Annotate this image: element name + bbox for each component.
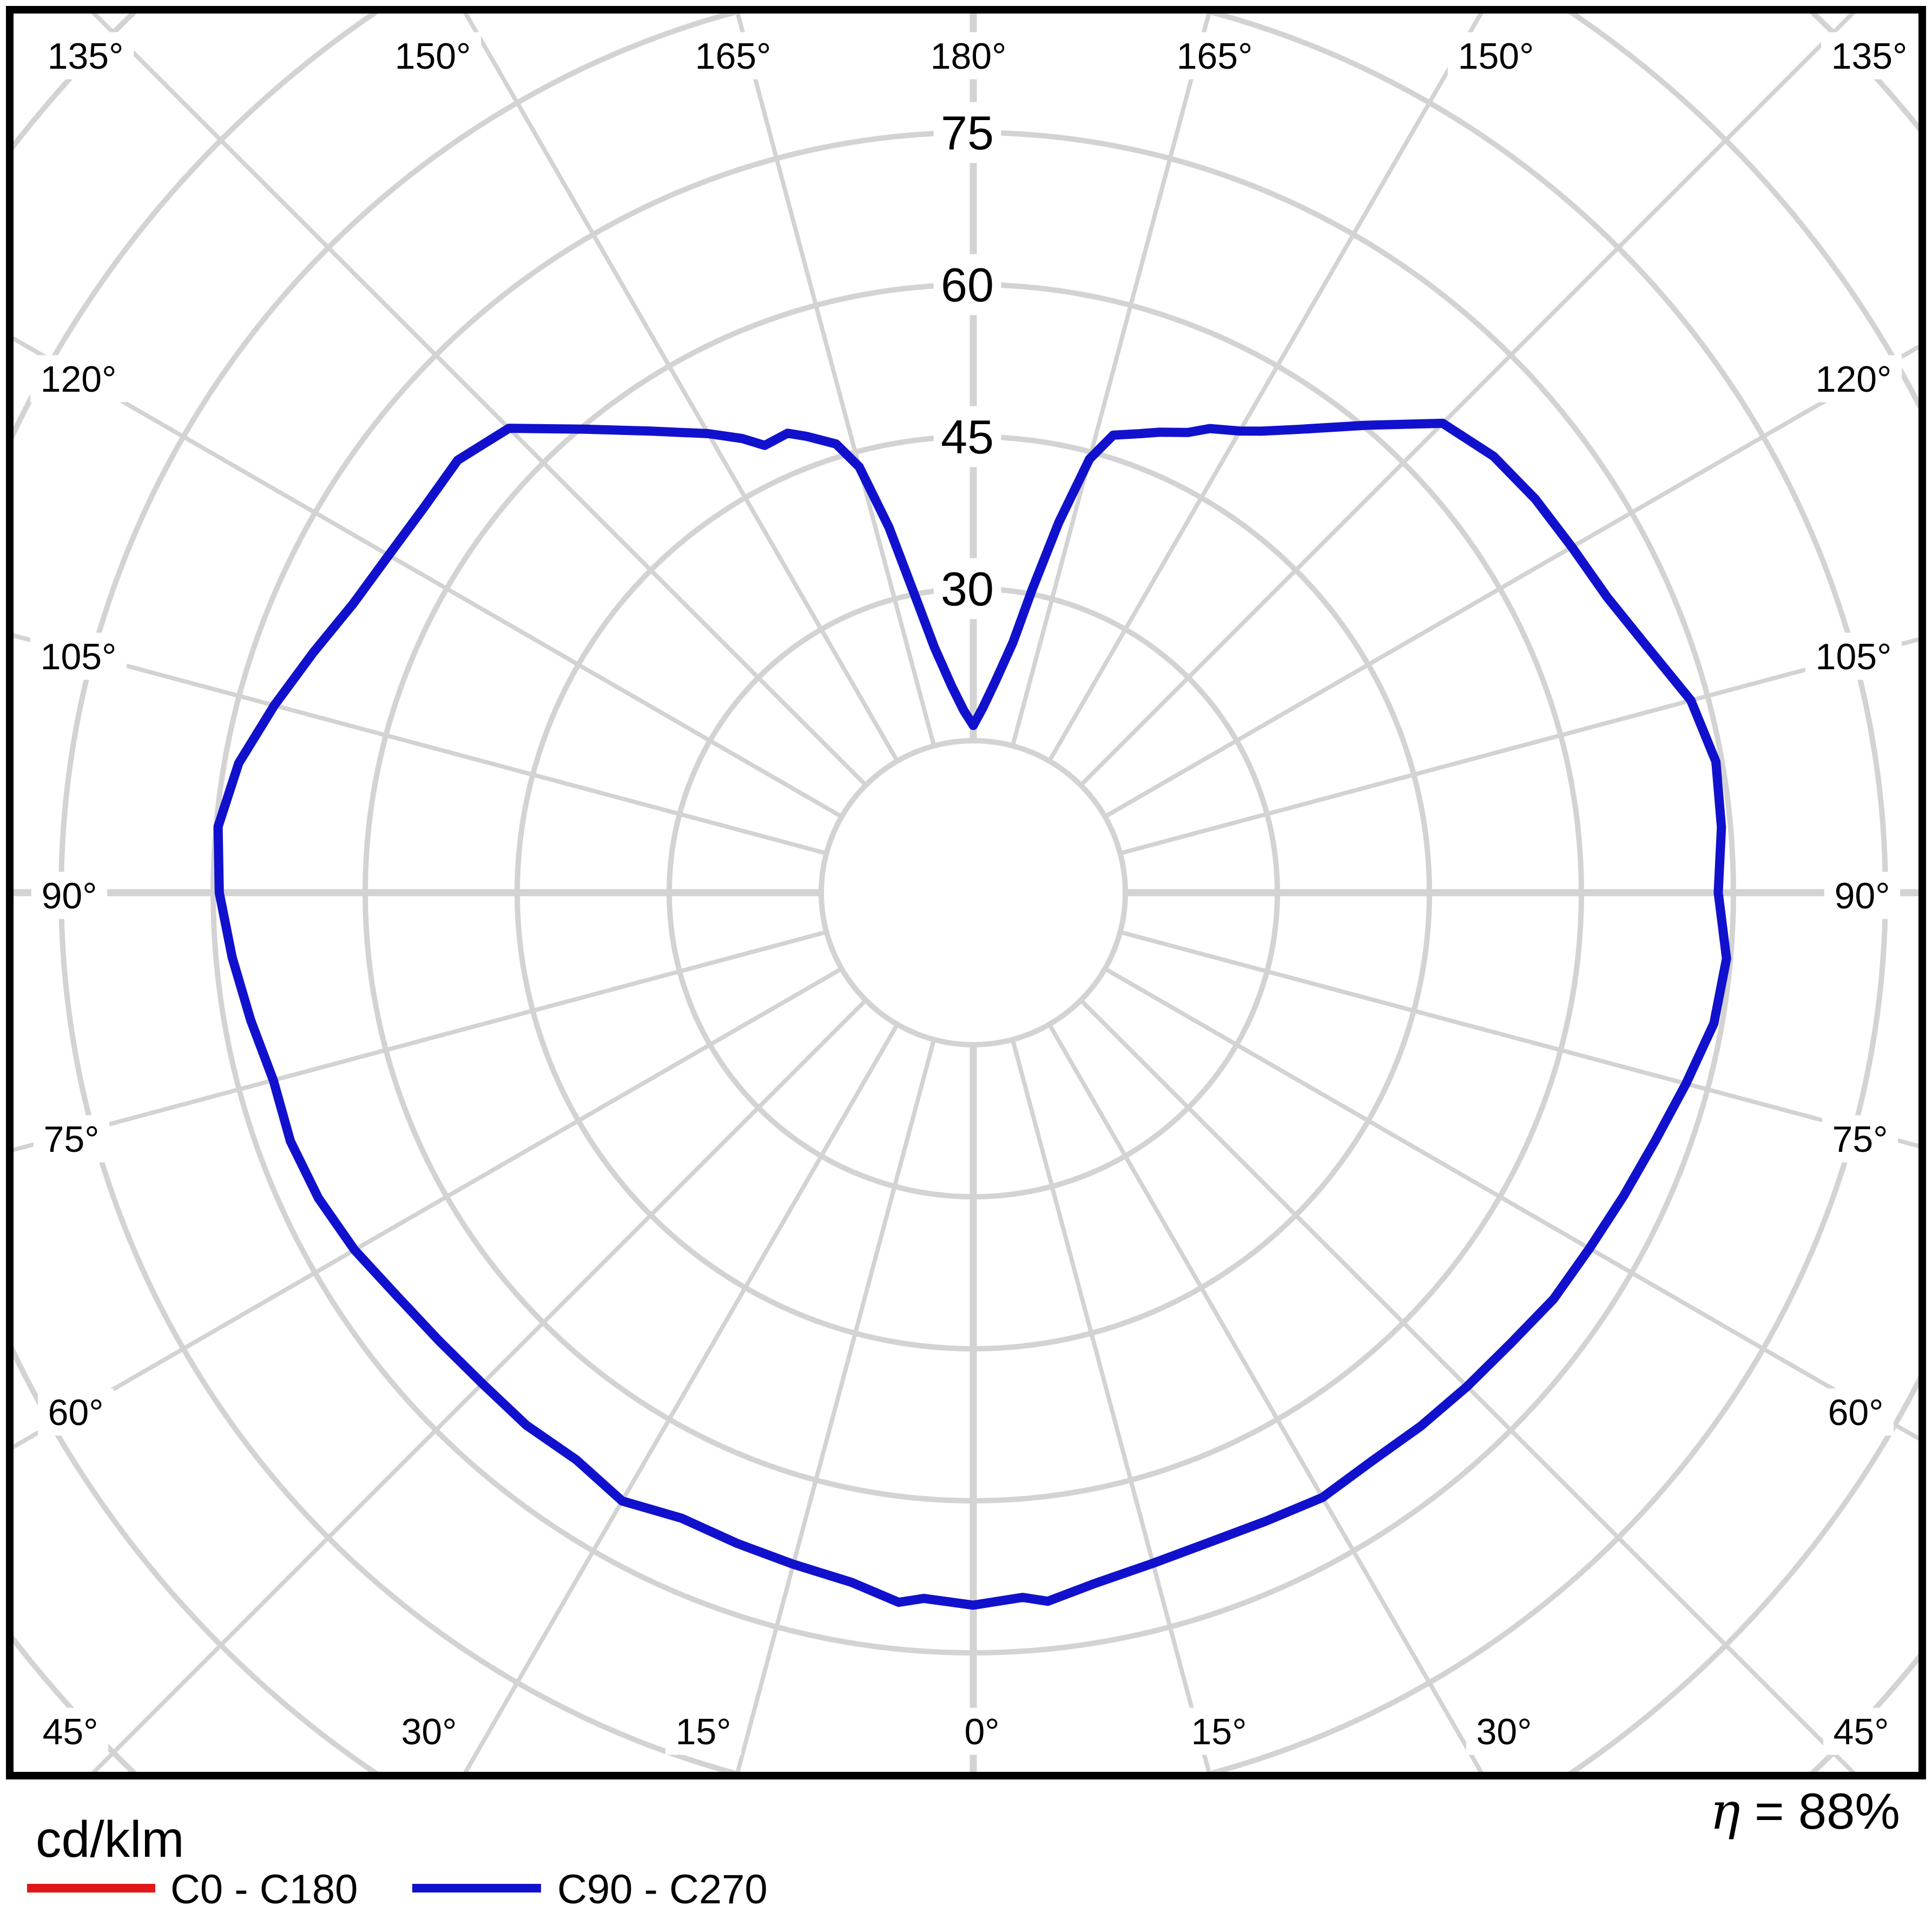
grid-radial: [10, 334, 843, 819]
angle-label: 165°: [1177, 36, 1253, 77]
angle-label: 150°: [1458, 36, 1534, 77]
radial-tick-label-bg: [933, 102, 1001, 163]
grid-radial: [1079, 10, 1860, 787]
angle-label: 135°: [1831, 36, 1908, 77]
plot-border: [6, 6, 1926, 1779]
angle-label: 60°: [1828, 1392, 1884, 1433]
grid-radial: [1047, 1023, 1486, 1776]
angle-label: 90°: [42, 875, 97, 916]
angle-label-bg: [37, 32, 134, 80]
angle-label-bg: [391, 1707, 467, 1755]
angle-label: 75°: [44, 1119, 100, 1160]
grid-radial: [1104, 342, 1922, 819]
angle-label: 45°: [43, 1711, 98, 1752]
angle-label-bg: [1823, 1707, 1900, 1755]
legend-label-c0-c180: C0 - C180: [170, 1867, 358, 1913]
angle-label-bg: [37, 1388, 114, 1436]
angle-label: 120°: [1816, 359, 1892, 400]
radial-tick-label-bg: [933, 558, 1001, 619]
angle-label: 150°: [395, 36, 471, 77]
grid-radial: [1104, 967, 1922, 1443]
radial-tick-label-bg: [933, 254, 1001, 315]
grid-radial: [1010, 10, 1212, 747]
angle-label-bg: [665, 1707, 742, 1755]
angle-label-bg: [30, 632, 127, 680]
radial-tick-label: 45: [941, 410, 994, 464]
angle-label-bg: [1805, 632, 1902, 680]
grid-radial: [461, 10, 899, 762]
grid-radial: [1079, 998, 1860, 1776]
grid-radial: [734, 10, 937, 747]
angle-label: 165°: [695, 36, 772, 77]
angle-label-bg: [684, 32, 782, 80]
grid-radial: [87, 998, 868, 1776]
angle-label: 0°: [964, 1711, 999, 1752]
legend-label-c90-c270: C90 - C270: [557, 1867, 768, 1913]
angle-label-bg: [1821, 32, 1918, 80]
angle-label: 105°: [1816, 636, 1892, 677]
angle-label: 60°: [48, 1392, 104, 1433]
angle-label-bg: [32, 1707, 109, 1755]
angle-label: 120°: [41, 359, 117, 400]
radial-tick-label: 75: [941, 106, 994, 160]
angle-label-bg: [920, 32, 1017, 80]
grid-radial: [461, 1023, 899, 1776]
angle-label-bg: [31, 872, 108, 919]
grid-radial: [10, 929, 827, 1153]
angle-label-bg: [1805, 355, 1902, 403]
radial-tick-label-bg: [933, 406, 1001, 467]
grid-radial: [87, 10, 868, 787]
angle-label: 75°: [1832, 1119, 1888, 1160]
grid-radial: [734, 1039, 937, 1776]
angle-label: 45°: [1834, 1711, 1889, 1752]
angle-label-bg: [1166, 32, 1263, 80]
angle-label-bg: [1822, 1115, 1898, 1163]
angle-label: 105°: [41, 636, 117, 677]
grid-ring: [819, 738, 1128, 1047]
angle-label-bg: [1447, 32, 1545, 80]
grid-radial: [1047, 10, 1486, 762]
angle-label-bg: [954, 1707, 1010, 1755]
angle-label: 90°: [1835, 875, 1890, 916]
legend: C0 - C180 C90 - C270: [27, 1867, 768, 1913]
angle-label: 30°: [401, 1711, 457, 1752]
grid-radial: [10, 967, 843, 1452]
angle-label-bg: [30, 355, 127, 403]
efficiency-label: η = 88%: [1710, 1782, 1900, 1841]
angle-label-bg: [1181, 1707, 1257, 1755]
radial-tick-label: 30: [941, 562, 994, 616]
intensity-curve: [213, 418, 1731, 1610]
angle-label-bg: [384, 32, 482, 80]
angle-label-bg: [1466, 1707, 1542, 1755]
angle-label-bg: [1824, 872, 1901, 919]
angle-label-bg: [33, 1115, 110, 1163]
units-label: cd/klm: [36, 1811, 184, 1868]
angle-label: 15°: [1191, 1711, 1247, 1752]
chart-footer: cd/klm C0 - C180 C90 - C270 η = 88%: [27, 1782, 1900, 1913]
angle-label: 30°: [1476, 1711, 1532, 1752]
angle-label-bg: [1817, 1388, 1894, 1436]
radial-tick-label: 60: [941, 258, 994, 312]
angle-label: 15°: [676, 1711, 731, 1752]
angle-label: 135°: [48, 36, 124, 77]
angle-label: 180°: [931, 36, 1007, 77]
